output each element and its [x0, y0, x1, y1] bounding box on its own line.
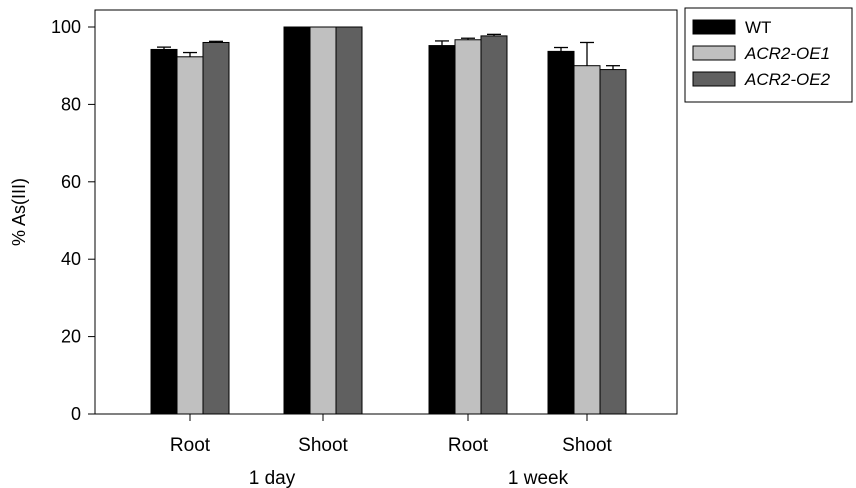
y-tick-label: 80: [61, 94, 81, 114]
y-axis-label: % As(III): [9, 178, 29, 246]
bar: [547, 50, 575, 415]
legend-label: ACR2-OE1: [744, 44, 830, 63]
legend-swatch: [692, 19, 736, 35]
bar: [599, 69, 627, 415]
bar: [335, 26, 363, 415]
bar: [309, 26, 337, 415]
plot-frame: [94, 9, 678, 415]
category-label: Shoot: [562, 435, 612, 456]
y-tick-label: 20: [61, 327, 81, 347]
y-tick-label: 60: [61, 172, 81, 192]
y-axis: 0 20 40 60 80 100: [51, 17, 588, 424]
bars: [150, 26, 627, 415]
legend-swatch: [692, 71, 736, 87]
category-label: Shoot: [298, 435, 348, 456]
bar: [176, 56, 204, 415]
group-label: 1 week: [508, 468, 569, 488]
legend-label: ACR2-OE2: [744, 70, 831, 89]
bar: [202, 41, 230, 415]
y-tick-label: 0: [71, 404, 81, 424]
bar: [428, 45, 456, 415]
legend: WT ACR2-OE1 ACR2-OE2: [684, 7, 853, 103]
y-tick-label: 100: [51, 17, 81, 37]
category-label: Root: [448, 435, 489, 456]
category-label: Root: [170, 435, 211, 456]
legend-swatch: [692, 45, 736, 61]
bar: [150, 48, 178, 415]
bar: [454, 39, 482, 415]
group-label: 1 day: [249, 468, 296, 488]
bar: [480, 35, 508, 415]
bar: [573, 65, 601, 415]
bar: [283, 26, 311, 415]
legend-label: WT: [745, 18, 771, 37]
y-tick-label: 40: [61, 249, 81, 269]
